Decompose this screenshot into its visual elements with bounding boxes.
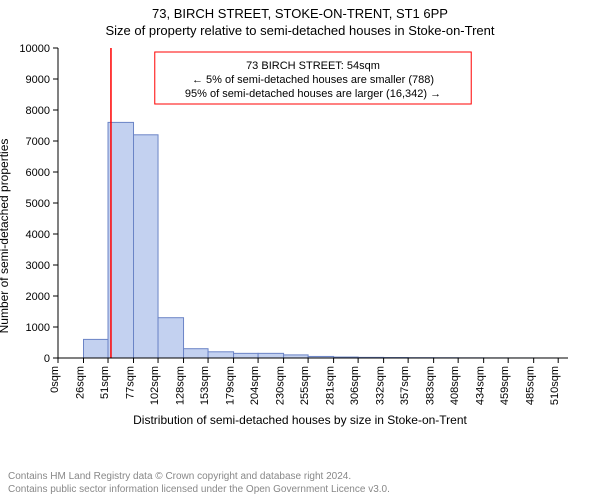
x-tick-label: 306sqm [349, 366, 361, 405]
y-tick-label: 8000 [26, 105, 50, 117]
y-tick-label: 2000 [26, 291, 50, 303]
histogram-bar [158, 318, 184, 358]
x-tick-label: 408sqm [449, 366, 461, 405]
x-tick-label: 434sqm [475, 366, 487, 405]
plot-area: Number of semi-detached properties 01000… [10, 44, 590, 427]
x-axis-label: Distribution of semi-detached houses by … [10, 413, 590, 427]
y-tick-label: 6000 [26, 167, 50, 179]
y-axis-label: Number of semi-detached properties [0, 138, 11, 333]
histogram-bar [258, 353, 284, 358]
chart-subtitle: Size of property relative to semi-detach… [0, 23, 600, 38]
x-tick-label: 204sqm [249, 366, 261, 405]
x-tick-label: 0sqm [49, 366, 61, 393]
y-tick-label: 1000 [26, 322, 50, 334]
y-tick-label: 9000 [26, 74, 50, 86]
x-tick-label: 179sqm [225, 366, 237, 405]
x-tick-label: 332sqm [375, 366, 387, 405]
x-tick-label: 26sqm [75, 366, 87, 399]
x-tick-label: 459sqm [499, 366, 511, 405]
histogram-bar [184, 349, 209, 358]
x-tick-label: 510sqm [549, 366, 561, 405]
histogram-bar [84, 339, 109, 358]
x-tick-label: 485sqm [525, 366, 537, 405]
histogram-bar [234, 353, 259, 358]
x-tick-label: 255sqm [299, 366, 311, 405]
x-tick-label: 153sqm [199, 366, 211, 405]
y-tick-label: 4000 [26, 229, 50, 241]
annotation-line: 73 BIRCH STREET: 54sqm [246, 60, 380, 72]
x-tick-label: 51sqm [99, 366, 111, 399]
histogram-bar [208, 352, 234, 358]
y-tick-label: 0 [44, 353, 50, 365]
x-tick-label: 281sqm [325, 366, 337, 405]
histogram-bar [134, 135, 159, 358]
x-tick-label: 128sqm [175, 366, 187, 405]
y-tick-label: 5000 [26, 198, 50, 210]
footer-line-2: Contains public sector information licen… [8, 484, 592, 497]
chart-title: 73, BIRCH STREET, STOKE-ON-TRENT, ST1 6P… [0, 6, 600, 21]
histogram-bar [108, 122, 133, 358]
annotation-line: 95% of semi-detached houses are larger (… [185, 88, 441, 100]
annotation-line: ← 5% of semi-detached houses are smaller… [192, 74, 434, 86]
x-tick-label: 357sqm [399, 366, 411, 405]
footer-line-1: Contains HM Land Registry data © Crown c… [8, 471, 592, 484]
footer: Contains HM Land Registry data © Crown c… [8, 471, 592, 496]
x-tick-label: 77sqm [125, 366, 137, 399]
x-tick-label: 383sqm [425, 366, 437, 405]
histogram-svg: 0 1000 2000 3000 4000 5000 6000 7000 8000 9000 100… [10, 44, 574, 406]
y-tick-label: 10000 [19, 44, 50, 55]
y-tick-label: 3000 [26, 260, 50, 272]
x-tick-label: 230sqm [275, 366, 287, 405]
x-tick-label: 102sqm [149, 366, 161, 405]
y-tick-label: 7000 [26, 136, 50, 148]
